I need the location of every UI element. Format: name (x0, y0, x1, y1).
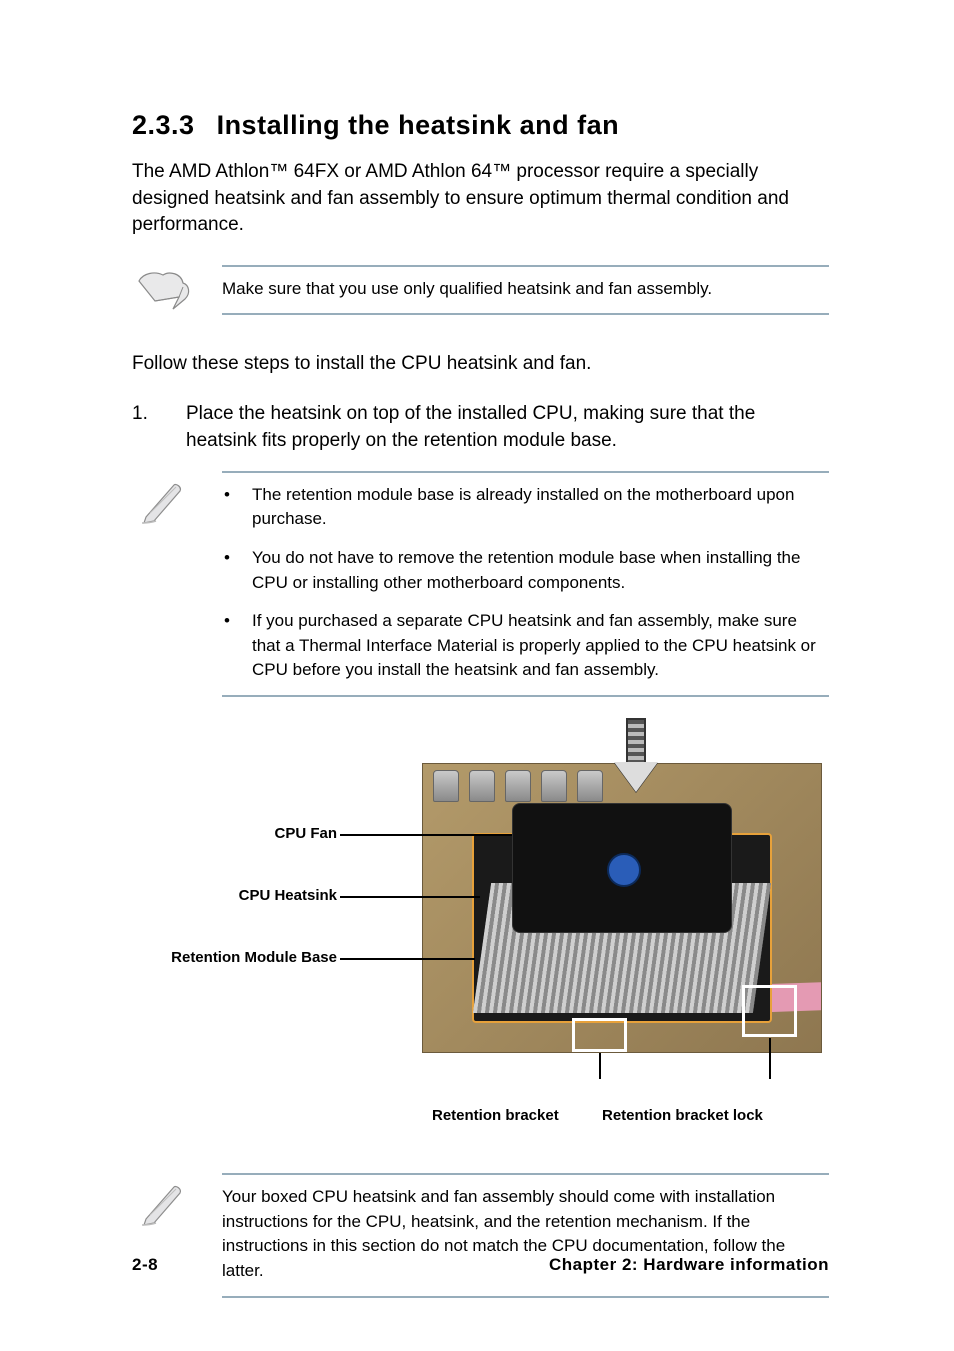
capacitor-row (433, 770, 603, 802)
fan-hub-image (607, 853, 641, 887)
follow-text: Follow these steps to install the CPU he… (132, 353, 829, 375)
page: 2.3.3 Installing the heatsink and fan The… (0, 0, 954, 1351)
figure: CPU Fan CPU Heatsink Retention Module Ba… (132, 723, 832, 1093)
install-arrow-icon (612, 718, 660, 798)
page-footer: 2-8 Chapter 2: Hardware information (132, 1255, 829, 1275)
note-callout-2: • The retention module base is already in… (132, 471, 829, 697)
list-item-text: The retention module base is already ins… (252, 483, 829, 532)
hand-icon (132, 265, 194, 315)
callout-box-bracket-lock (742, 985, 797, 1037)
callout-box-bracket (572, 1018, 627, 1052)
note-callout-1: Make sure that you use only qualified he… (132, 265, 829, 316)
step-1: 1. Place the heatsink on top of the inst… (132, 401, 829, 454)
step-text: Place the heatsink on top of the install… (186, 401, 829, 454)
note-text: Make sure that you use only qualified he… (222, 265, 829, 316)
list-item: • You do not have to remove the retention… (222, 546, 829, 595)
bullet-icon: • (222, 609, 232, 683)
label-retention-module-base: Retention Module Base (122, 949, 337, 966)
pencil-icon (132, 1173, 194, 1229)
list-item-text: You do not have to remove the retention … (252, 546, 829, 595)
note-text: Your boxed CPU heatsink and fan assembly… (222, 1173, 829, 1298)
list-item: • If you purchased a separate CPU heatsin… (222, 609, 829, 683)
section-heading: 2.3.3 Installing the heatsink and fan (132, 110, 829, 141)
note-callout-3: Your boxed CPU heatsink and fan assembly… (132, 1173, 829, 1298)
label-retention-bracket: Retention bracket (432, 1107, 559, 1124)
label-cpu-fan: CPU Fan (257, 825, 337, 842)
pencil-icon (132, 471, 194, 527)
list-item-text: If you purchased a separate CPU heatsink… (252, 609, 829, 683)
note-list-container: • The retention module base is already in… (222, 471, 829, 697)
label-retention-bracket-lock: Retention bracket lock (602, 1107, 763, 1124)
note-list: • The retention module base is already in… (222, 483, 829, 683)
intro-paragraph: The AMD Athlon™ 64FX or AMD Athlon 64™ p… (132, 159, 829, 239)
figure-bottom-labels: Retention bracket Retention bracket lock (132, 1107, 832, 1137)
bullet-icon: • (222, 546, 232, 595)
chapter-title: Chapter 2: Hardware information (549, 1255, 829, 1275)
page-number: 2-8 (132, 1255, 158, 1275)
list-item: • The retention module base is already in… (222, 483, 829, 532)
bullet-icon: • (222, 483, 232, 532)
step-number: 1. (132, 401, 158, 454)
section-number: 2.3.3 (132, 110, 195, 141)
label-cpu-heatsink: CPU Heatsink (212, 887, 337, 904)
section-title: Installing the heatsink and fan (217, 110, 620, 140)
